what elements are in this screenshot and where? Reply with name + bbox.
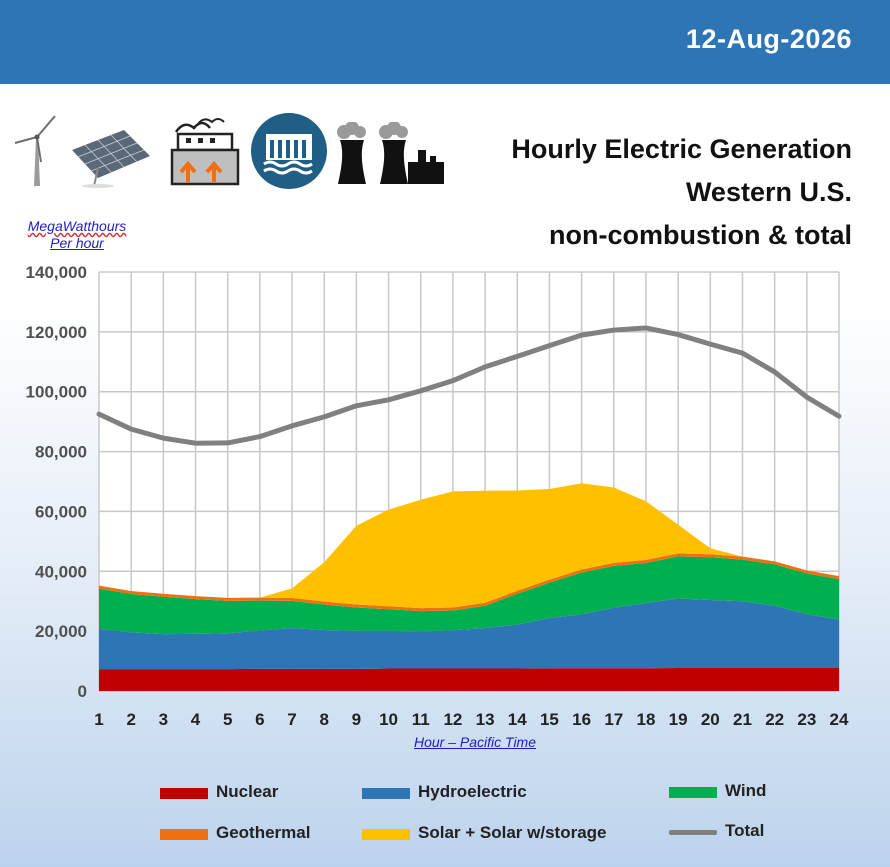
legend-swatch-hydroelectric bbox=[362, 788, 410, 799]
geothermal-plant-icon bbox=[170, 118, 240, 186]
x-tick-label: 19 bbox=[669, 710, 688, 725]
units-line-2: Per hour bbox=[50, 235, 104, 251]
x-tick-label: 12 bbox=[443, 710, 462, 725]
chart-title: Hourly Electric Generation Western U.S. … bbox=[511, 128, 852, 257]
x-tick-label: 14 bbox=[508, 710, 527, 725]
x-tick-label: 4 bbox=[191, 710, 201, 725]
x-tick-label: 18 bbox=[636, 710, 655, 725]
x-tick-label: 23 bbox=[797, 710, 816, 725]
legend-label-geothermal: Geothermal bbox=[216, 823, 311, 842]
x-tick-label: 10 bbox=[379, 710, 398, 725]
x-tick-label: 5 bbox=[223, 710, 232, 725]
x-tick-label: 9 bbox=[352, 710, 361, 725]
y-tick-label: 80,000 bbox=[35, 443, 87, 462]
legend-label-hydroelectric: Hydroelectric bbox=[418, 782, 527, 801]
y-tick-label: 100,000 bbox=[26, 383, 87, 402]
x-tick-label: 3 bbox=[159, 710, 168, 725]
x-tick-label: 20 bbox=[701, 710, 720, 725]
legend-label-solar: Solar + Solar w/storage bbox=[418, 823, 607, 842]
x-tick-label: 1 bbox=[94, 710, 103, 725]
x-tick-label: 24 bbox=[830, 710, 849, 725]
hydroelectric-dam-icon bbox=[251, 113, 327, 189]
generation-chart: 0 20,000 40,000 60,000 80,000 100,000 120,000 1… bbox=[26, 263, 849, 725]
legend-swatch-geothermal bbox=[160, 829, 208, 840]
legend-label-nuclear: Nuclear bbox=[216, 782, 279, 801]
y-tick-label: 120,000 bbox=[26, 323, 87, 342]
area-hydroelectric bbox=[99, 598, 839, 670]
y-tick-label: 20,000 bbox=[35, 622, 87, 641]
x-axis-label: Hour – Pacific Time bbox=[413, 734, 537, 750]
y-tick-label: 140,000 bbox=[26, 263, 87, 282]
units-line-1: MegaWatthours bbox=[27, 218, 127, 234]
x-tick-label: 2 bbox=[126, 710, 135, 725]
x-tick-label: 11 bbox=[412, 710, 430, 725]
legend-swatch-solar bbox=[362, 829, 410, 840]
title-line-1: Hourly Electric Generation bbox=[511, 134, 852, 164]
title-line-2: Western U.S. bbox=[685, 177, 852, 207]
x-tick-label: 8 bbox=[319, 710, 328, 725]
wind-turbine-icon bbox=[14, 115, 56, 186]
x-tick-label: 21 bbox=[733, 710, 752, 725]
x-tick-label: 22 bbox=[765, 710, 784, 725]
report-date: 12-Aug-2026 bbox=[685, 24, 852, 54]
chart-axes: 0 20,000 40,000 60,000 80,000 100,000 120,000 1… bbox=[26, 263, 849, 725]
area-wind bbox=[99, 556, 839, 635]
area-solar-solar-w-storage bbox=[99, 483, 839, 609]
y-axis-units: MegaWatthours Per hour bbox=[14, 218, 140, 252]
legend-swatch-total bbox=[669, 830, 717, 835]
total-line bbox=[96, 325, 842, 446]
solar-panel-icon bbox=[72, 130, 150, 188]
x-tick-label: 7 bbox=[287, 710, 296, 725]
y-tick-label: 60,000 bbox=[35, 502, 87, 521]
nuclear-plant-icon bbox=[337, 122, 444, 184]
title-line-3: non-combustion & total bbox=[549, 220, 852, 250]
y-tick-label: 40,000 bbox=[35, 562, 87, 581]
x-tick-label: 16 bbox=[572, 710, 591, 725]
x-tick-label: 17 bbox=[604, 710, 623, 725]
generation-icons bbox=[12, 108, 452, 192]
legend-swatch-wind bbox=[669, 787, 717, 798]
x-tick-label: 13 bbox=[476, 710, 495, 725]
header-bar: 12-Aug-2026 bbox=[0, 0, 890, 84]
x-tick-label: 15 bbox=[540, 710, 559, 725]
legend-label-wind: Wind bbox=[725, 781, 767, 800]
legend-label-total: Total bbox=[725, 821, 765, 840]
stacked-areas bbox=[99, 483, 839, 691]
legend-swatch-nuclear bbox=[160, 788, 208, 799]
x-tick-label: 6 bbox=[255, 710, 264, 725]
total-line-group bbox=[96, 325, 842, 446]
y-tick-label: 0 bbox=[78, 682, 87, 701]
area-nuclear bbox=[99, 667, 839, 691]
